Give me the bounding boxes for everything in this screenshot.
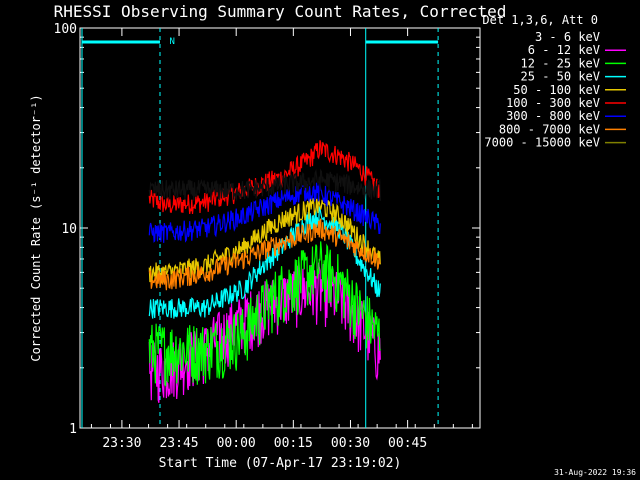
legend-label-6: 300 - 800 keV bbox=[506, 109, 600, 123]
chart-title: RHESSI Observing Summary Count Rates, Co… bbox=[54, 2, 507, 21]
plot-area: 1 10 100 23:30 23:45 00:00 00:15 00:30 00:45 N bbox=[54, 22, 481, 451]
series-line-7 bbox=[148, 218, 381, 291]
series-line-4 bbox=[148, 195, 381, 284]
legend-label-0: 3 - 6 keV bbox=[535, 30, 600, 44]
y-tick-label: 10 bbox=[61, 222, 77, 237]
legend-header: Det 1,3,6, Att 0 bbox=[482, 13, 598, 27]
legend-label-7: 800 - 7000 keV bbox=[499, 122, 600, 136]
x-axis-label: Start Time (07-Apr-17 23:19:02) bbox=[159, 456, 402, 471]
plot-frame bbox=[79, 27, 481, 429]
x-tick-label: 23:30 bbox=[102, 436, 141, 451]
x-tick-label: 00:45 bbox=[388, 436, 427, 451]
series-line-6 bbox=[148, 181, 381, 243]
legend-label-3: 25 - 50 keV bbox=[521, 70, 600, 84]
y-axis-label: Corrected Count Rate (s⁻¹ detector⁻¹) bbox=[29, 94, 43, 361]
x-tick-label: 23:45 bbox=[159, 436, 198, 451]
legend-label-5: 100 - 300 keV bbox=[506, 96, 600, 110]
series-line-5 bbox=[148, 140, 381, 215]
legend-label-1: 6 - 12 keV bbox=[528, 43, 600, 57]
date-stamp: 31-Aug-2022 19:36 bbox=[554, 468, 636, 477]
series-line-0 bbox=[148, 168, 381, 202]
y-tick-label: 1 bbox=[69, 422, 77, 437]
x-tick-label: 00:00 bbox=[217, 436, 256, 451]
series-line-1 bbox=[148, 262, 381, 403]
y-tick-label: 100 bbox=[54, 22, 77, 37]
x-tick-label: 00:30 bbox=[331, 436, 370, 451]
legend-label-4: 50 - 100 keV bbox=[513, 83, 600, 97]
legend-label-8: 7000 - 15000 keV bbox=[484, 136, 600, 150]
x-tick-label: 00:15 bbox=[274, 436, 313, 451]
night-marker-label: N bbox=[170, 37, 175, 47]
legend-label-2: 12 - 25 keV bbox=[521, 56, 600, 70]
series-line-2 bbox=[148, 241, 381, 388]
